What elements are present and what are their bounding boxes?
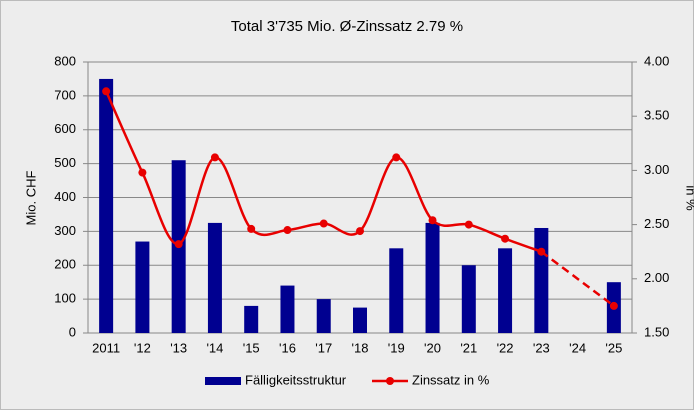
- y-tick-label: 100: [54, 291, 76, 306]
- x-tick-label: '22: [497, 340, 514, 355]
- x-tick-label: '13: [170, 340, 187, 355]
- point: [283, 226, 292, 235]
- dashed-bridge: [540, 250, 615, 307]
- bar: [353, 307, 367, 333]
- legend-label: Fälligkeitsstruktur: [245, 372, 347, 387]
- point: [247, 224, 256, 233]
- y-tick-label: 600: [54, 121, 76, 136]
- legend-label: Zinssatz in %: [412, 372, 490, 387]
- bar: [135, 241, 150, 333]
- bar: [280, 285, 295, 333]
- x-tick-label: '24: [569, 340, 586, 355]
- point: [609, 301, 618, 310]
- point: [210, 153, 219, 162]
- x-tick-label: '15: [243, 340, 260, 355]
- bar: [461, 265, 476, 333]
- y-axis-label: Mio. CHF: [23, 170, 38, 225]
- point: [356, 227, 364, 236]
- x-tick-label: '12: [134, 340, 151, 355]
- y2-tick-label: 2.00: [644, 270, 669, 285]
- point: [319, 219, 328, 228]
- legend-swatch: [386, 377, 394, 385]
- bar: [207, 222, 222, 333]
- point: [138, 168, 147, 177]
- point: [102, 87, 111, 96]
- point: [174, 240, 183, 249]
- y2-tick-label: 2.50: [644, 216, 669, 231]
- y-tick-label: 300: [54, 223, 76, 238]
- x-tick-label: '21: [460, 340, 477, 355]
- point: [464, 220, 473, 229]
- x-tick-label: '19: [388, 340, 405, 355]
- y-tick-label: 500: [54, 155, 76, 170]
- point: [428, 216, 437, 225]
- y-tick-label: 0: [69, 324, 76, 339]
- x-tick-label: 2011: [92, 340, 120, 355]
- legend-swatch: [205, 377, 241, 385]
- bar: [244, 305, 259, 333]
- bar: [316, 299, 331, 333]
- x-tick-label: '20: [424, 340, 441, 355]
- bar: [534, 227, 549, 333]
- y2-tick-label: 3.00: [644, 162, 669, 177]
- x-tick-label: '25: [605, 340, 622, 355]
- chart-title: Total 3'735 Mio. Ø-Zinssatz 2.79 %: [231, 18, 463, 35]
- y2-axis-label: in %: [684, 185, 694, 211]
- x-tick-label: '17: [315, 340, 332, 355]
- x-tick-label: '18: [352, 340, 369, 355]
- x-tick-label: '16: [279, 340, 296, 355]
- y-tick-label: 800: [54, 53, 76, 68]
- point: [537, 247, 546, 256]
- y-tick-label: 400: [54, 189, 76, 204]
- x-tick-label: '14: [206, 340, 223, 355]
- bar: [425, 222, 440, 333]
- x-tick-label: '23: [533, 340, 550, 355]
- y2-tick-label: 1.50: [644, 324, 669, 339]
- y2-tick-label: 3.50: [644, 108, 669, 123]
- bar: [99, 78, 114, 333]
- bar: [389, 248, 404, 333]
- point: [501, 234, 510, 243]
- y-tick-label: 700: [54, 87, 76, 102]
- bar: [498, 248, 513, 333]
- point: [392, 153, 401, 162]
- y-tick-label: 200: [54, 257, 76, 272]
- y2-tick-label: 4.00: [644, 53, 669, 68]
